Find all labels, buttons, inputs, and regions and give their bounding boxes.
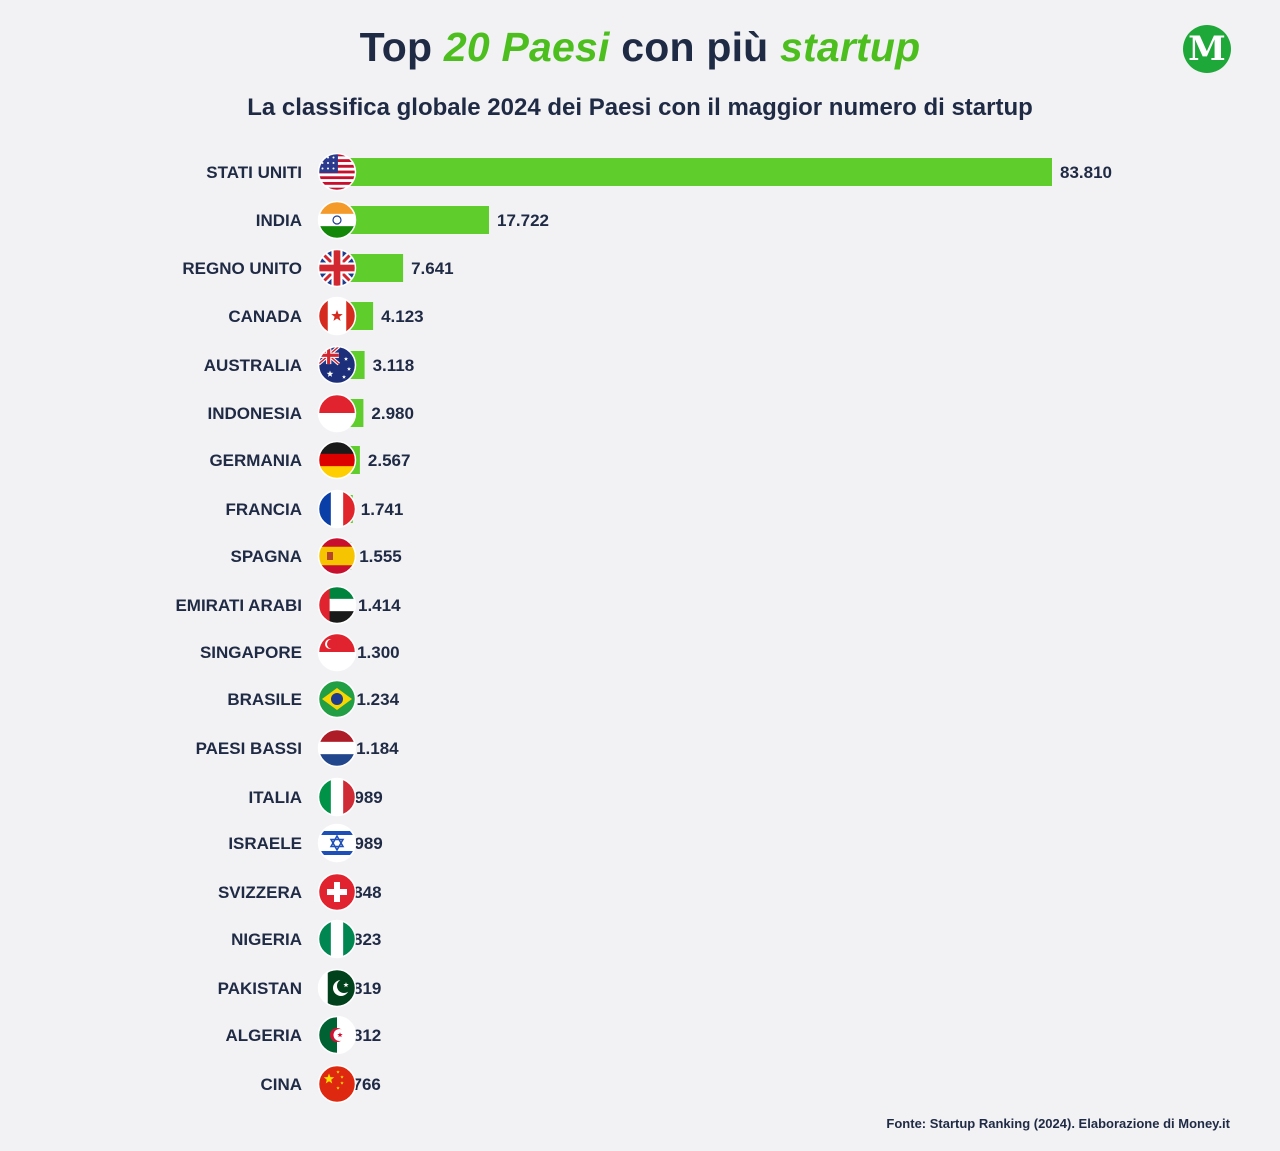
category-label: ALGERIA — [226, 1026, 303, 1045]
value-label: 1.300 — [357, 643, 400, 662]
flag-sg-icon — [318, 633, 356, 671]
value-label: 7.641 — [411, 259, 454, 278]
value-label: 823 — [353, 930, 381, 949]
category-label: INDONESIA — [208, 404, 302, 423]
category-label: FRANCIA — [226, 500, 303, 519]
category-label: PAKISTAN — [218, 979, 302, 998]
flag-ring — [317, 248, 357, 288]
flag-ring — [317, 919, 357, 959]
flag-dz-icon — [318, 1016, 356, 1054]
category-label: ITALIA — [248, 788, 302, 807]
value-label: 819 — [353, 979, 381, 998]
value-label: 1.184 — [356, 739, 399, 758]
money-it-logo-icon: M — [1183, 25, 1231, 73]
category-label: STATI UNITI — [206, 163, 302, 182]
flag-ring — [317, 393, 357, 433]
flag-ring — [317, 152, 357, 192]
category-label: CANADA — [228, 307, 302, 326]
source-note: Fonte: Startup Ranking (2024). Elaborazi… — [886, 1116, 1230, 1131]
flag-ring — [317, 632, 357, 672]
flag-ring — [317, 679, 357, 719]
category-label: BRASILE — [227, 690, 302, 709]
flag-ring — [317, 872, 357, 912]
category-label: SPAGNA — [231, 547, 302, 566]
flag-gb-icon — [318, 249, 356, 287]
flag-es-icon — [318, 537, 356, 575]
flag-ch-icon — [318, 873, 356, 911]
value-label: 766 — [353, 1075, 381, 1094]
value-label: 1.555 — [359, 547, 402, 566]
chart-subtitle: La classifica globale 2024 dei Paesi con… — [247, 94, 1033, 121]
flag-il-icon — [318, 824, 356, 862]
flag-ca-icon — [318, 297, 356, 335]
flag-ring — [317, 777, 357, 817]
value-label: 2.980 — [371, 404, 414, 423]
flag-ring — [317, 1015, 357, 1055]
category-label: AUSTRALIA — [204, 356, 302, 375]
category-label: SVIZZERA — [218, 883, 302, 902]
title-accent-countries: 20 Paesi — [443, 24, 610, 70]
flag-cn-icon — [318, 1065, 356, 1103]
bar — [338, 206, 489, 234]
category-label: INDIA — [256, 211, 302, 230]
value-label: 17.722 — [497, 211, 549, 230]
title-text-middle: con più — [609, 24, 781, 70]
flag-au-icon — [318, 346, 356, 384]
title-accent-startup: startup — [780, 24, 921, 70]
title-text: Top — [359, 24, 444, 70]
flag-ring — [317, 585, 357, 625]
value-label: 4.123 — [381, 307, 424, 326]
flag-pk-icon — [318, 969, 356, 1007]
flag-ring — [317, 1064, 357, 1104]
flag-id-icon — [318, 394, 356, 432]
category-label: GERMANIA — [209, 451, 302, 470]
flag-br-icon — [318, 680, 356, 718]
flag-ring — [317, 536, 357, 576]
flag-ring — [317, 296, 357, 336]
value-label: 989 — [354, 788, 382, 807]
value-label: 83.810 — [1060, 163, 1112, 182]
flag-ring — [317, 968, 357, 1008]
flag-ring — [317, 489, 357, 529]
value-label: 812 — [353, 1026, 381, 1045]
value-label: 848 — [353, 883, 381, 902]
value-label: 1.234 — [357, 690, 400, 709]
chart-title: Top 20 Paesi con più startup — [0, 24, 1280, 71]
bar — [338, 158, 1052, 186]
category-label: EMIRATI ARABI — [175, 596, 302, 615]
category-label: REGNO UNITO — [182, 259, 302, 278]
value-label: 2.567 — [368, 451, 411, 470]
flag-ring — [317, 200, 357, 240]
category-label: PAESI BASSI — [196, 739, 302, 758]
flag-ring — [317, 345, 357, 385]
category-label: ISRAELE — [228, 834, 302, 853]
value-label: 1.414 — [358, 596, 401, 615]
category-label: CINA — [260, 1075, 302, 1094]
value-label: 1.741 — [361, 500, 404, 519]
category-label: SINGAPORE — [200, 643, 302, 662]
category-label: NIGERIA — [231, 930, 302, 949]
flag-ring — [317, 728, 357, 768]
flag-us-icon — [318, 153, 356, 191]
flag-ring — [317, 440, 357, 480]
value-label: 989 — [354, 834, 382, 853]
value-label: 3.118 — [373, 356, 415, 375]
flag-ring — [317, 823, 357, 863]
